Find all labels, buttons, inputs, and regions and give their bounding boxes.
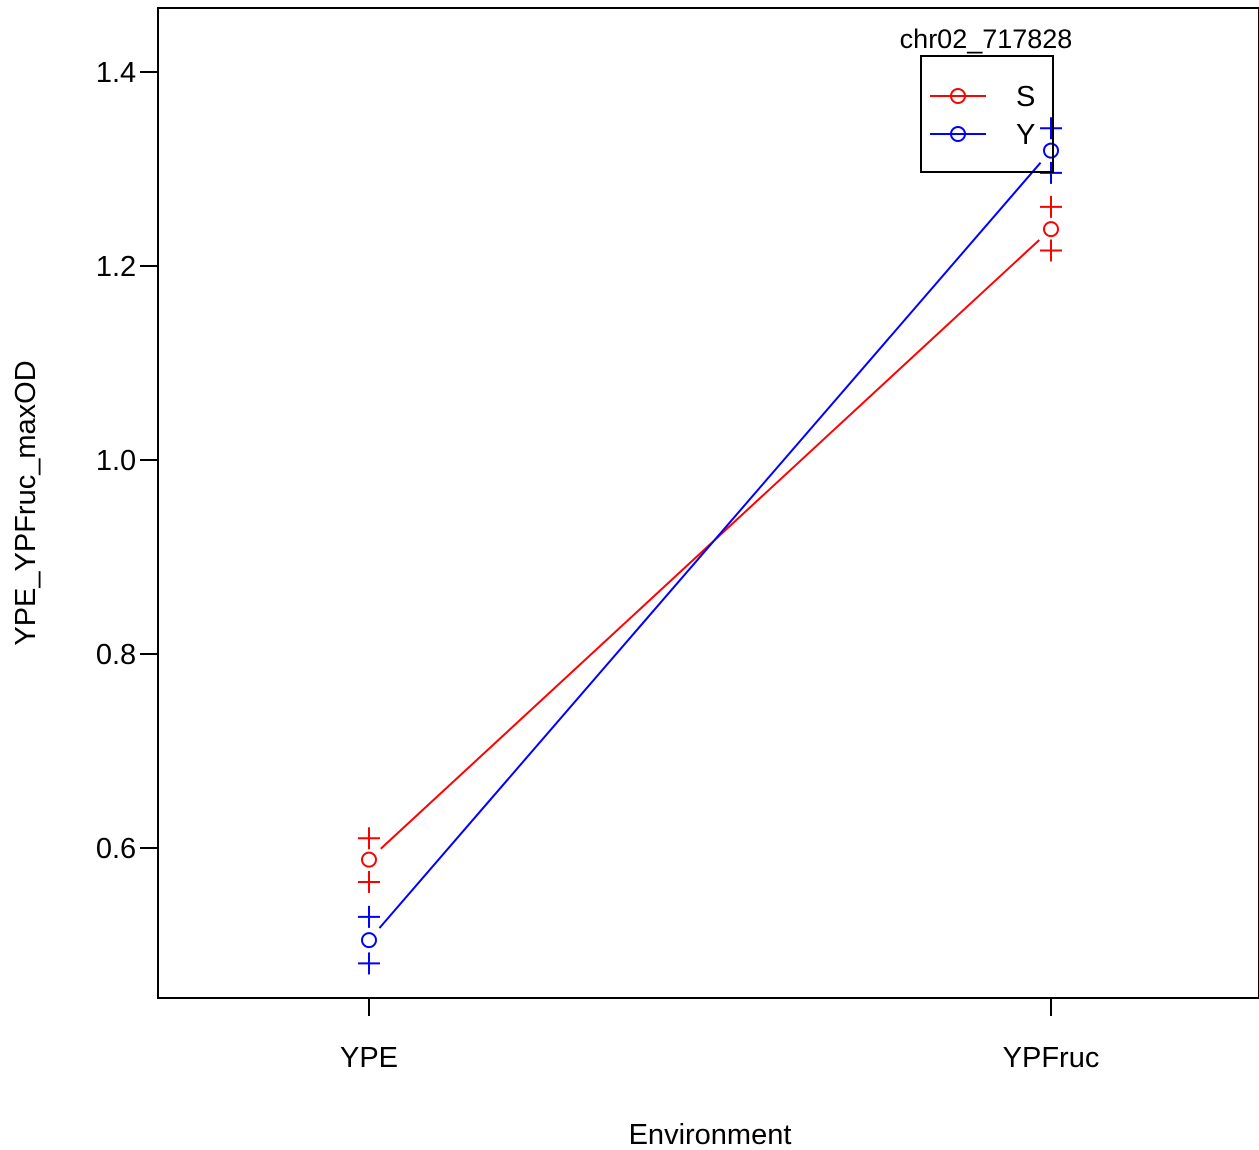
series-s-lower-mark [1040,239,1062,262]
series-s-point [1043,221,1059,238]
y-tick-label: 0.6 [96,833,136,865]
y-tick-label: 1.4 [96,57,136,89]
y-tick-label: 1.0 [96,445,136,477]
series-y [358,117,1062,975]
series-s-upper-mark [358,827,380,850]
series-y-point [1043,142,1059,159]
series-s-upper-mark [1040,195,1062,218]
plot-frame [157,7,1259,999]
series-y-lower-mark [358,952,380,975]
series-y-line [378,162,1042,929]
series-y-upper-mark [1040,117,1062,140]
legend-entry-s-marker [950,88,966,104]
legend-entry-s-label: S [1016,81,1035,113]
series-s-point [361,851,377,868]
legend-title: chr02_717828 [900,24,1073,54]
series-s-lower-mark [358,870,380,893]
legend-entry-y-label: Y [1016,119,1035,151]
series-y-point [361,932,377,949]
series-y-upper-mark [358,905,380,928]
y-tick-label: 1.2 [96,251,136,283]
y-axis: 0.6 0.8 1.0 1.2 1.4 [96,57,159,865]
series-layer [358,117,1062,975]
legend-entry-s: S [930,81,1035,113]
y-tick-label: 0.8 [96,639,136,671]
legend-entry-y-marker [950,126,966,142]
x-tick-label: YPE [340,1042,398,1074]
y-axis-label: YPE_YPFruc_maxOD [10,360,42,645]
legend: chr02_717828 SY [900,24,1073,173]
x-tick-label: YPFruc [1003,1042,1100,1074]
x-axis: YPE YPFruc [340,998,1099,1074]
legend-box [920,55,1054,173]
legend-entry-y: Y [930,119,1035,151]
x-axis-label: Environment [629,1119,792,1150]
